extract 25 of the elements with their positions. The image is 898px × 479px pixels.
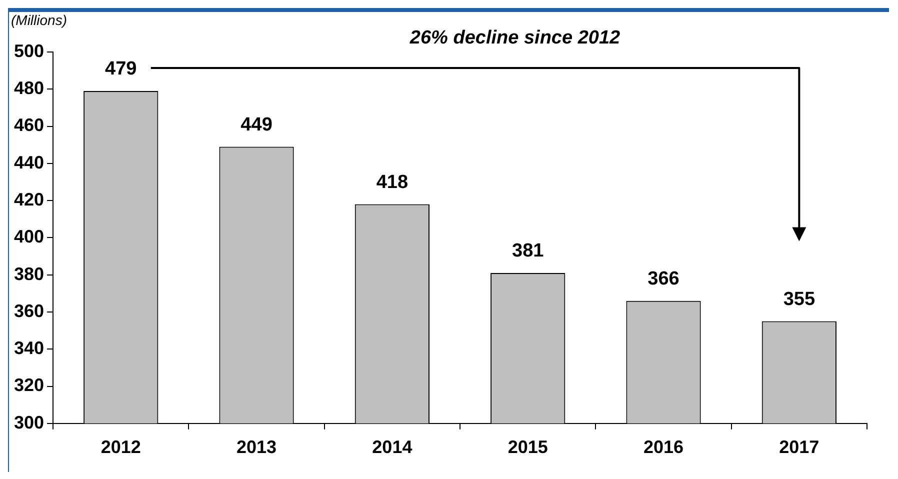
data-label: 355 [783, 289, 816, 310]
y-tick-label: 420 [14, 190, 44, 210]
y-tick-label: 400 [14, 226, 44, 247]
text: 26% decline since 2012 [408, 28, 621, 49]
x-tick-label: 2013 [236, 437, 277, 458]
x-tick-label: 2014 [372, 437, 412, 458]
y-tick-label: 340 [14, 338, 44, 358]
y-tick-label: 360 [14, 300, 44, 321]
y-tick-label: 300 [14, 412, 44, 432]
y-tick-label: 440 [14, 152, 44, 172]
data-label: 418 [376, 172, 408, 194]
x-tick-label: 2016 [643, 437, 684, 458]
data-label: 479 [105, 58, 137, 80]
y-tick-label: 500 [14, 40, 44, 61]
data-label: 449 [240, 114, 272, 136]
y-axis-title: (Millions) [11, 12, 67, 28]
y-tick-label: 380 [14, 264, 44, 284]
y-tick-label: 320 [14, 375, 44, 396]
data-label: 366 [648, 268, 680, 290]
y-tick-label: 480 [14, 78, 44, 98]
y-tick-label: 460 [14, 115, 44, 136]
x-tick-label: 2017 [779, 437, 820, 458]
x-tick-label: 2012 [100, 437, 141, 458]
data-label: 381 [512, 240, 544, 262]
x-tick-label: 2015 [508, 437, 548, 458]
